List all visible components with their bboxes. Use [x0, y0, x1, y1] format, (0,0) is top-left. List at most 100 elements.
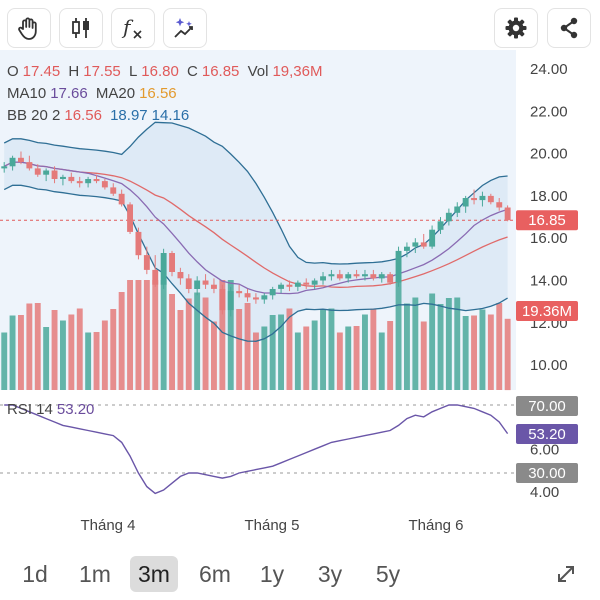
volume-bar	[387, 321, 394, 390]
volume-bar	[278, 314, 284, 390]
volume-tag-text: 19.36M	[522, 303, 572, 320]
volume-bar	[311, 320, 318, 390]
candle	[311, 278, 318, 289]
x-tick-label: Tháng 5	[244, 517, 299, 534]
candle-body	[462, 198, 469, 207]
candle	[60, 174, 66, 186]
candle	[85, 176, 92, 188]
candle	[420, 233, 427, 249]
candle-body	[177, 272, 184, 279]
candle	[227, 286, 234, 317]
rsi-lower-tag: 30.00	[516, 463, 578, 483]
candle	[294, 280, 301, 292]
candle-body	[454, 206, 461, 213]
open-value: 17.45	[22, 63, 61, 80]
period-1d[interactable]: 1d	[22, 560, 48, 587]
x-tick-label: Tháng 6	[408, 517, 463, 534]
period-3y[interactable]: 3y	[317, 560, 343, 587]
candle-body	[219, 289, 226, 311]
candle	[404, 242, 410, 258]
period-1y[interactable]: 1y	[259, 560, 285, 587]
candle-body	[320, 276, 326, 281]
candle	[345, 272, 352, 283]
candle	[236, 284, 243, 298]
candle	[286, 280, 293, 292]
volume-bar	[101, 320, 108, 390]
candle-body	[303, 282, 310, 285]
ma10-line	[3, 161, 508, 295]
volume-bar	[445, 298, 452, 390]
volume-bar	[479, 309, 486, 390]
candle	[445, 208, 452, 226]
volume-bar	[487, 314, 494, 390]
candle	[487, 193, 494, 205]
volume-bar	[26, 303, 33, 390]
volume-bar	[194, 292, 201, 390]
volume-bar	[395, 280, 402, 390]
indicators-button[interactable]: f	[111, 8, 155, 48]
price-tag: 16.85	[516, 210, 578, 231]
candle-body	[336, 274, 343, 279]
candle-body	[412, 242, 419, 247]
volume-bar	[60, 320, 66, 390]
candlestick-button[interactable]	[59, 8, 103, 48]
volume-bar	[471, 315, 477, 390]
candle-body	[110, 187, 117, 194]
candle-body	[294, 282, 301, 287]
candle	[18, 151, 24, 165]
candle	[127, 202, 133, 234]
candle	[353, 269, 360, 279]
volume-bar	[68, 314, 75, 390]
candle-body	[93, 179, 100, 182]
svg-text:f: f	[121, 15, 134, 39]
period-3m[interactable]: 3m	[130, 556, 178, 592]
volume-bar	[353, 326, 360, 390]
rsi-line	[4, 404, 509, 495]
high-label: H	[68, 63, 80, 80]
price-chart[interactable]: 24.0022.0020.0018.0016.0014.0012.0010.00…	[0, 50, 600, 550]
candle-body	[143, 255, 150, 270]
candle-body	[311, 280, 318, 285]
candle	[454, 202, 461, 218]
volume-bar	[378, 332, 385, 390]
volume-bar	[236, 309, 243, 390]
volume-bar	[328, 308, 335, 390]
volume-bar	[244, 303, 251, 390]
candle	[194, 276, 201, 296]
candle	[479, 191, 486, 207]
volume-bar	[454, 297, 461, 390]
volume-bar	[85, 332, 92, 390]
hand-tool-button[interactable]	[7, 8, 51, 48]
volume-bar	[110, 309, 117, 390]
fullscreen-button[interactable]	[548, 556, 584, 592]
candle-body	[101, 181, 108, 188]
candle-body	[479, 195, 486, 201]
volume-bar	[227, 280, 234, 390]
candle	[370, 269, 377, 281]
candle	[336, 269, 343, 281]
candle	[43, 168, 50, 182]
magic-button[interactable]	[163, 8, 207, 48]
candle-body	[1, 166, 8, 169]
x-tick-label: Tháng 4	[80, 517, 135, 534]
period-5y[interactable]: 5y	[375, 560, 401, 587]
ma20-label: MA20	[95, 85, 136, 102]
candle	[244, 288, 251, 302]
settings-button[interactable]	[494, 8, 538, 48]
candle-body	[445, 212, 452, 222]
candle	[185, 274, 192, 294]
bb-lower-line	[3, 184, 508, 342]
volume-bar	[269, 315, 276, 390]
candle-body	[387, 274, 394, 283]
candle-body	[404, 246, 410, 251]
gear-icon	[505, 17, 527, 39]
share-button[interactable]	[547, 8, 591, 48]
y-tick-label: 16.00	[530, 230, 568, 247]
candle	[211, 278, 217, 294]
volume-bar	[286, 308, 293, 390]
period-1m[interactable]: 1m	[79, 560, 111, 587]
candle	[34, 164, 41, 177]
candle	[110, 183, 117, 196]
candle-body	[169, 253, 175, 272]
period-6m[interactable]: 6m	[199, 560, 231, 587]
